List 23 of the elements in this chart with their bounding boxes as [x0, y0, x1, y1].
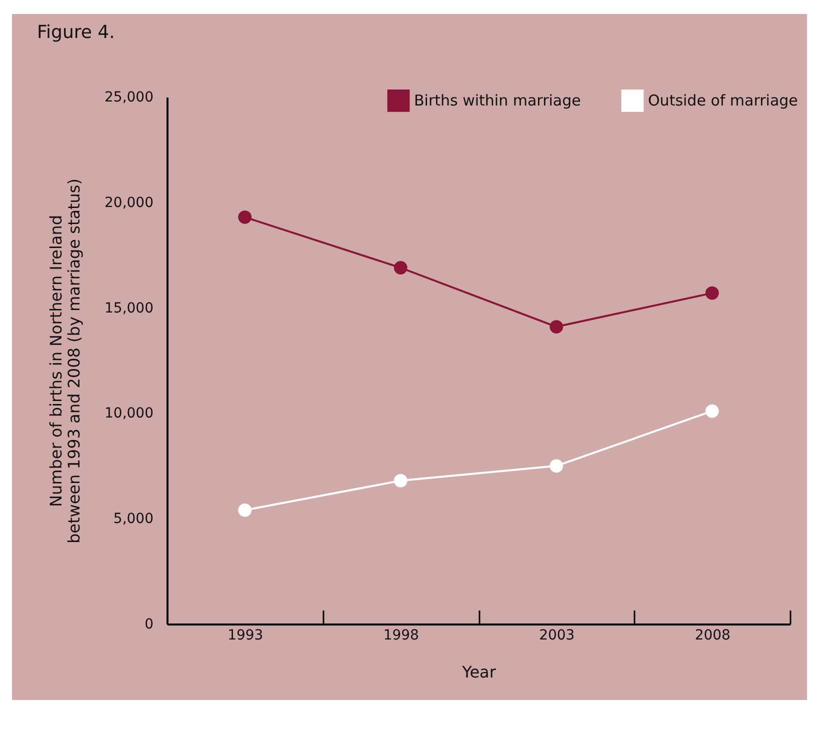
point	[705, 286, 719, 300]
x-axis-title: Year	[461, 662, 496, 682]
y-axis-title: Number of births in Northern Ireland between 1993 and 2008 (by marriage status)	[46, 178, 84, 544]
x-tick-label: 1998	[383, 628, 419, 644]
point	[238, 503, 252, 517]
legend-label: Outside of marriage	[648, 92, 798, 110]
y-tick-label: 0	[144, 616, 154, 632]
y-tick-label: 25,000	[104, 90, 154, 106]
x-tick-label: 2003	[539, 628, 575, 644]
point	[705, 404, 719, 418]
y-tick-label: 20,000	[104, 194, 154, 211]
chart-title: Figure 4.	[37, 22, 115, 43]
point	[550, 320, 564, 334]
y-tick-label: 15,000	[104, 300, 154, 316]
y-tick-label: 5,000	[113, 511, 154, 528]
point	[238, 210, 252, 224]
y-tick-label: 10,000	[104, 406, 154, 422]
point	[394, 474, 408, 488]
x-tick-label: 2008	[694, 628, 730, 644]
point	[394, 261, 408, 274]
x-tick-label: 1993	[228, 628, 264, 644]
point	[550, 459, 564, 473]
legend-label: Births within marriage	[414, 92, 581, 110]
